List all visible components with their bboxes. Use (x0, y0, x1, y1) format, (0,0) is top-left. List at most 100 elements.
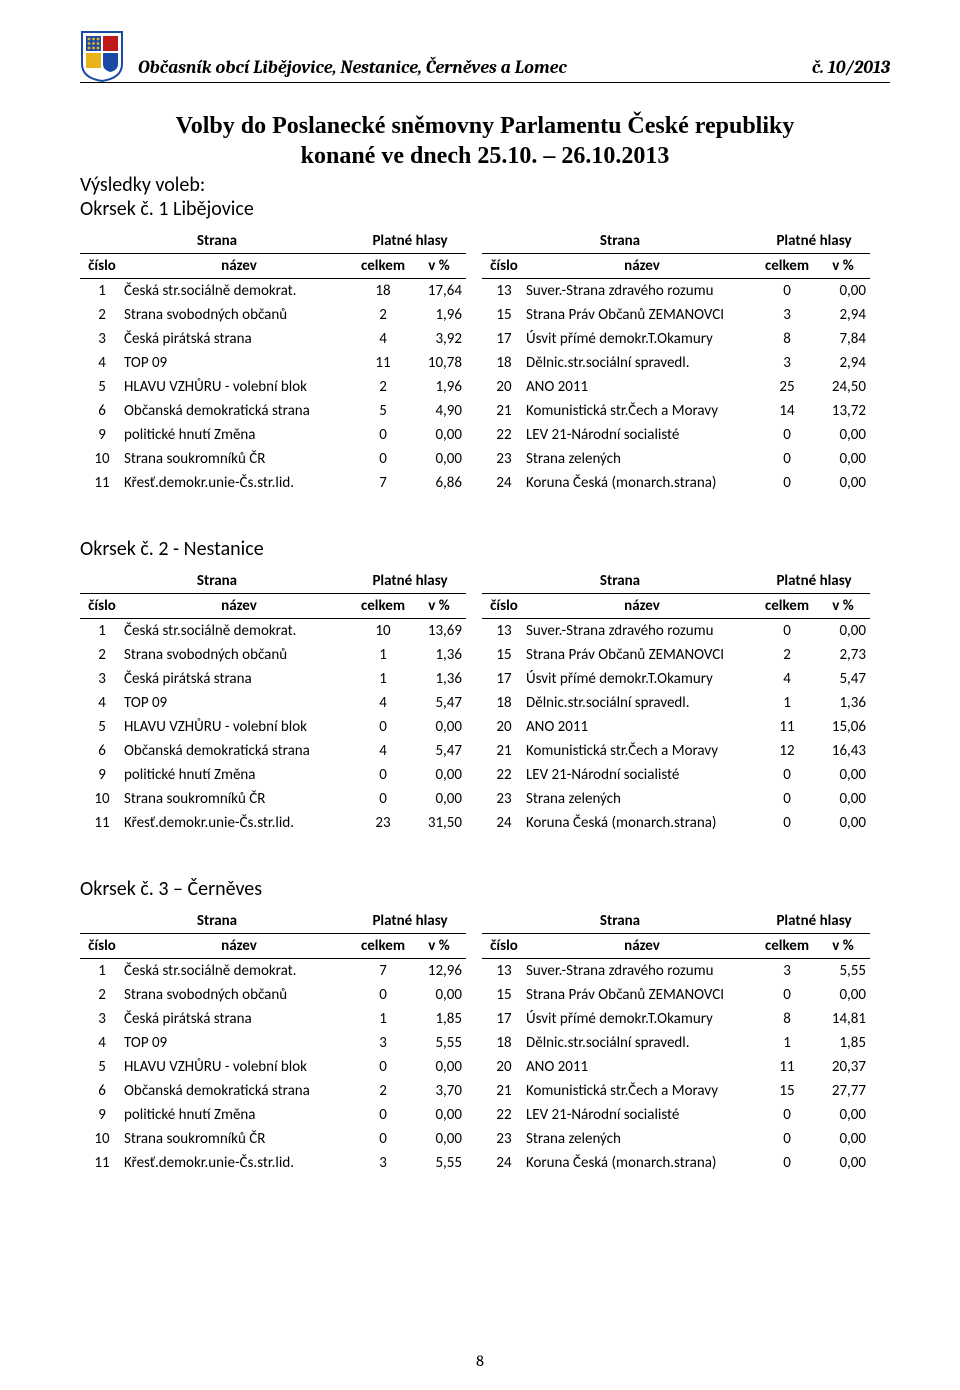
cell-celkem: 2 (354, 303, 412, 327)
page: Občasník obcí Libějovice, Nestanice, Čer… (0, 0, 960, 1390)
cell-cislo: 4 (80, 351, 124, 375)
col-group-hlasy: Platné hlasy (354, 909, 466, 934)
table-row: 22LEV 21-Národní socialisté00,00 (482, 763, 870, 787)
cell-celkem: 0 (758, 811, 816, 835)
table-row: 11Křesť.demokr.unie-Čs.str.lid.76,86 (80, 471, 466, 495)
cell-celkem: 8 (758, 327, 816, 351)
col-nazev: název (526, 254, 758, 279)
cell-pct: 2,94 (816, 303, 870, 327)
cell-nazev: Strana svobodných občanů (124, 983, 354, 1007)
cell-nazev: Občanská demokratická strana (124, 739, 354, 763)
cell-pct: 0,00 (816, 811, 870, 835)
table-row: 23Strana zelených00,00 (482, 787, 870, 811)
cell-celkem: 18 (354, 279, 412, 304)
table-row: 10Strana soukromníků ČR00,00 (80, 1127, 466, 1151)
cell-nazev: LEV 21-Národní socialisté (526, 1103, 758, 1127)
cell-nazev: Koruna Česká (monarch.strana) (526, 1151, 758, 1175)
table-row: 11Křesť.demokr.unie-Čs.str.lid.2331,50 (80, 811, 466, 835)
cell-pct: 0,00 (816, 279, 870, 304)
cell-nazev: Křesť.demokr.unie-Čs.str.lid. (124, 1151, 354, 1175)
cell-celkem: 0 (758, 471, 816, 495)
cell-nazev: Křesť.demokr.unie-Čs.str.lid. (124, 471, 354, 495)
table-row: 21Komunistická str.Čech a Moravy1413,72 (482, 399, 870, 423)
cell-nazev: Občanská demokratická strana (124, 399, 354, 423)
cell-celkem: 0 (354, 787, 412, 811)
cell-nazev: Dělnic.str.sociální spravedl. (526, 1031, 758, 1055)
cell-celkem: 11 (758, 715, 816, 739)
cell-pct: 0,00 (816, 423, 870, 447)
col-cislo: číslo (80, 594, 124, 619)
cell-celkem: 0 (758, 787, 816, 811)
cell-nazev: Česká str.sociálně demokrat. (124, 279, 354, 304)
cell-cislo: 9 (80, 763, 124, 787)
cell-pct: 16,43 (816, 739, 870, 763)
cell-celkem: 3 (758, 959, 816, 984)
cell-pct: 0,00 (816, 763, 870, 787)
col-cislo: číslo (482, 594, 526, 619)
table-row: 3Česká pirátská strana43,92 (80, 327, 466, 351)
cell-celkem: 0 (758, 279, 816, 304)
table-row: 5HLAVU VZHŮRU - volební blok00,00 (80, 715, 466, 739)
table-row: 22LEV 21-Národní socialisté00,00 (482, 423, 870, 447)
col-vpct: v % (412, 594, 466, 619)
cell-nazev: Česká pirátská strana (124, 1007, 354, 1031)
cell-celkem: 7 (354, 959, 412, 984)
cell-nazev: ANO 2011 (526, 375, 758, 399)
table-row: 17Úsvit přímé demokr.T.Okamury87,84 (482, 327, 870, 351)
cell-nazev: HLAVU VZHŮRU - volební blok (124, 375, 354, 399)
table-row: 13Suver.-Strana zdravého rozumu00,00 (482, 619, 870, 644)
col-cislo: číslo (482, 934, 526, 959)
cell-nazev: Suver.-Strana zdravého rozumu (526, 279, 758, 304)
cell-celkem: 0 (758, 763, 816, 787)
table-row: 2Strana svobodných občanů00,00 (80, 983, 466, 1007)
table-row: 13Suver.-Strana zdravého rozumu35,55 (482, 959, 870, 984)
table-row: 24Koruna Česká (monarch.strana)00,00 (482, 1151, 870, 1175)
cell-nazev: Strana soukromníků ČR (124, 447, 354, 471)
table-row: 2Strana svobodných občanů11,36 (80, 643, 466, 667)
table-row: 15Strana Práv Občanů ZEMANOVCI32,94 (482, 303, 870, 327)
cell-nazev: Občanská demokratická strana (124, 1079, 354, 1103)
okrsek-heading-1: Okrsek č. 1 Libějovice (80, 197, 890, 221)
cell-nazev: Česká pirátská strana (124, 667, 354, 691)
col-group-hlasy: Platné hlasy (354, 569, 466, 594)
cell-pct: 1,85 (412, 1007, 466, 1031)
cell-nazev: Strana zelených (526, 787, 758, 811)
cell-celkem: 8 (758, 1007, 816, 1031)
col-group-strana: Strana (482, 569, 758, 594)
cell-cislo: 5 (80, 715, 124, 739)
cell-pct: 0,00 (412, 1127, 466, 1151)
cell-cislo: 10 (80, 447, 124, 471)
cell-cislo: 6 (80, 1079, 124, 1103)
cell-nazev: TOP 09 (124, 351, 354, 375)
cell-nazev: HLAVU VZHŮRU - volební blok (124, 1055, 354, 1079)
col-nazev: název (124, 254, 354, 279)
cell-cislo: 5 (80, 375, 124, 399)
cell-celkem: 11 (354, 351, 412, 375)
col-cislo: číslo (482, 254, 526, 279)
col-vpct: v % (816, 254, 870, 279)
cell-celkem: 0 (354, 983, 412, 1007)
results-label: Výsledky voleb: (80, 173, 205, 197)
cell-nazev: Suver.-Strana zdravého rozumu (526, 619, 758, 644)
cell-pct: 1,85 (816, 1031, 870, 1055)
cell-pct: 0,00 (816, 471, 870, 495)
cell-pct: 6,86 (412, 471, 466, 495)
results-table: StranaPlatné hlasyčíslonázevcelkemv %1Če… (80, 229, 466, 495)
cell-nazev: Křesť.demokr.unie-Čs.str.lid. (124, 811, 354, 835)
cell-celkem: 0 (758, 447, 816, 471)
cell-cislo: 20 (482, 715, 526, 739)
table-row: 1Česká str.sociálně demokrat.712,96 (80, 959, 466, 984)
cell-nazev: Česká pirátská strana (124, 327, 354, 351)
cell-nazev: Strana Práv Občanů ZEMANOVCI (526, 643, 758, 667)
cell-pct: 13,69 (412, 619, 466, 644)
cell-cislo: 21 (482, 399, 526, 423)
table-row: 18Dělnic.str.sociální spravedl.32,94 (482, 351, 870, 375)
table-row: 13Suver.-Strana zdravého rozumu00,00 (482, 279, 870, 304)
col-celkem: celkem (354, 934, 412, 959)
table-row: 9politické hnutí Změna00,00 (80, 423, 466, 447)
cell-pct: 0,00 (412, 763, 466, 787)
cell-cislo: 10 (80, 1127, 124, 1151)
cell-nazev: Komunistická str.Čech a Moravy (526, 1079, 758, 1103)
header-issue: č. 10/2013 (812, 57, 890, 80)
cell-celkem: 3 (758, 351, 816, 375)
